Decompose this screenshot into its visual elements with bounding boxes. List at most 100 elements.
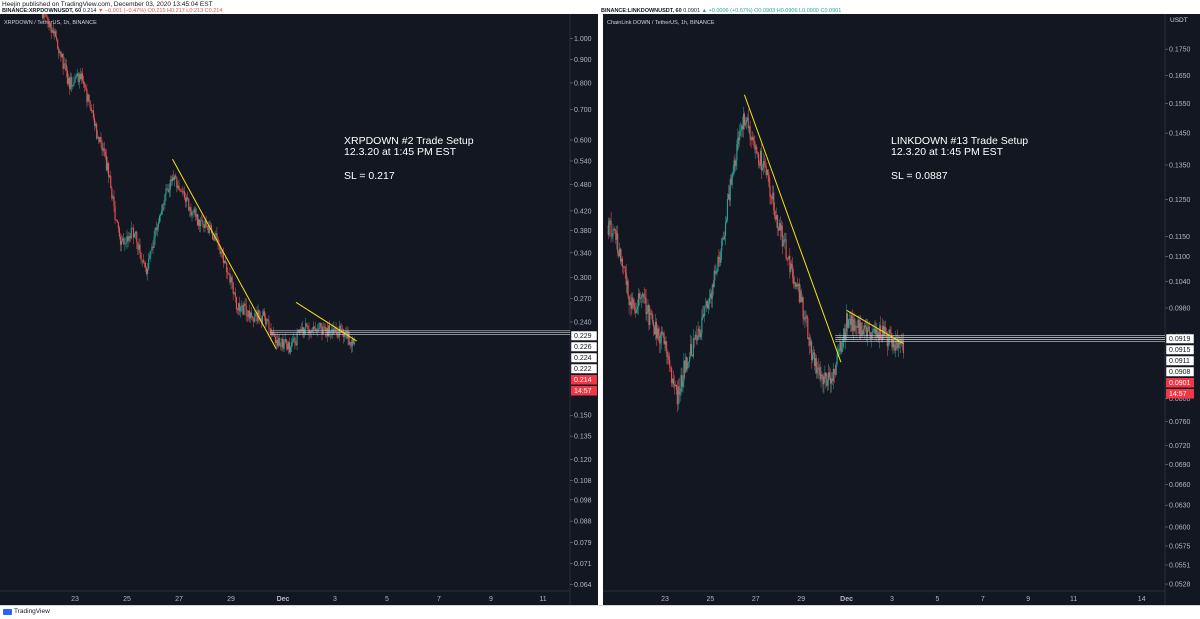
candle-body — [841, 349, 843, 352]
candle-body — [772, 192, 774, 200]
candle-body — [262, 311, 265, 316]
candle-body — [826, 379, 828, 386]
candle-body — [238, 303, 240, 311]
candle-body — [75, 76, 77, 79]
annotation-datetime: 12.3.20 at 1:45 PM EST — [891, 146, 1004, 158]
candle-body — [620, 258, 623, 262]
candle-body — [864, 325, 866, 329]
candle-body — [787, 258, 789, 260]
candle-body — [649, 313, 651, 325]
candle-body — [233, 292, 235, 294]
candle-body — [856, 326, 858, 328]
y-tick-label: 0.1650 — [1169, 73, 1191, 80]
price-label: 0.222 — [574, 366, 592, 373]
candle-body — [206, 225, 208, 228]
candle-body — [879, 325, 881, 340]
candle-body — [112, 196, 114, 199]
candle-body — [766, 169, 768, 176]
candle-body — [247, 310, 249, 317]
tradingview-logo[interactable]: TradingView — [3, 608, 50, 615]
candle-body — [779, 223, 781, 231]
candle-body — [306, 323, 308, 326]
candle-body — [774, 210, 776, 217]
candle-body — [147, 268, 149, 274]
annotation-stop-loss: SL = 0.0887 — [891, 170, 948, 182]
candle-body — [273, 335, 275, 338]
candle-body — [353, 342, 356, 344]
candle-body — [71, 77, 73, 87]
tradingview-icon — [3, 608, 12, 615]
candle-body — [317, 328, 319, 331]
candle-body — [758, 153, 760, 165]
candle-body — [853, 319, 855, 331]
candle-body — [214, 235, 216, 241]
candle-body — [830, 378, 833, 384]
candle-body — [285, 339, 287, 344]
candle-body — [609, 220, 611, 222]
candle-body — [759, 150, 762, 166]
candle-body — [274, 337, 276, 344]
candle-body — [846, 313, 849, 328]
candle-body — [780, 225, 782, 231]
candle-body — [345, 330, 347, 333]
candle-body — [85, 87, 87, 89]
candle-body — [816, 369, 818, 374]
candle-body — [711, 284, 713, 299]
candle-body — [210, 225, 213, 234]
candle-body — [131, 227, 133, 229]
candle-body — [239, 303, 241, 312]
candle-body — [667, 356, 669, 357]
candle-body — [307, 325, 309, 329]
axis-unit-label: USDT — [1170, 17, 1188, 24]
candle-body — [259, 317, 261, 319]
candle-body — [672, 378, 674, 384]
price-label-box — [1165, 366, 1195, 377]
right-chart-svg[interactable]: ChainLink DOWN / TetherUS, 1h, BINANCE 0.… — [603, 14, 1200, 605]
candle-body — [752, 137, 754, 141]
y-tick-label: 0.1450 — [1169, 131, 1191, 138]
candle-body — [806, 316, 808, 319]
candle-body — [749, 126, 751, 140]
candle-body — [719, 259, 721, 263]
candle-body — [868, 326, 870, 333]
candle-body — [232, 282, 234, 294]
left-chart-pane[interactable]: XRPDOWN / TetherUS, 1h, BINANCE 1.000 0.90… — [0, 14, 598, 605]
y-tick-label: 0.120 — [574, 457, 592, 464]
annotation-title: LINKDOWN #13 Trade Setup — [891, 135, 1028, 147]
y-tick-label: 0.300 — [574, 275, 592, 282]
candle-body — [801, 297, 803, 302]
y-tick-label: 0.1350 — [1169, 163, 1191, 170]
candle-body — [855, 325, 857, 327]
candle-body — [256, 312, 258, 322]
candle-body — [899, 340, 901, 345]
price-label-box — [570, 341, 598, 352]
candle-body — [89, 100, 91, 108]
price-label: 0.0901 — [1169, 380, 1191, 387]
right-chart-pane[interactable]: ChainLink DOWN / TetherUS, 1h, BINANCE 0.… — [603, 14, 1200, 605]
candle-body — [613, 228, 615, 230]
candle-body — [193, 208, 195, 213]
candle-body — [350, 342, 352, 347]
candle-body — [654, 327, 656, 335]
candle-body — [225, 260, 227, 263]
candle-body — [783, 239, 785, 244]
candle-body — [713, 270, 715, 288]
candle-body — [624, 267, 626, 273]
candle-body — [124, 243, 126, 245]
candle-body — [86, 88, 88, 102]
left-ticker-symbol: BINANCE:XRPDOWNUSDT, 60 — [2, 8, 82, 14]
left-chart-svg[interactable]: XRPDOWN / TetherUS, 1h, BINANCE 1.000 0.90… — [0, 14, 598, 605]
candle-body — [61, 54, 63, 58]
candle-body — [140, 252, 142, 260]
candle-body — [43, 14, 45, 18]
candle-body — [200, 220, 202, 227]
candle-body — [205, 219, 207, 226]
candle-body — [138, 244, 140, 250]
candle-body — [628, 296, 630, 305]
x-tick-label: 9 — [489, 596, 493, 603]
candle-body — [888, 329, 890, 344]
y-tick-label: 0.340 — [574, 250, 592, 257]
x-tick-label: 14 — [1138, 596, 1146, 603]
candle-body — [57, 39, 59, 49]
candle-body — [50, 23, 52, 33]
